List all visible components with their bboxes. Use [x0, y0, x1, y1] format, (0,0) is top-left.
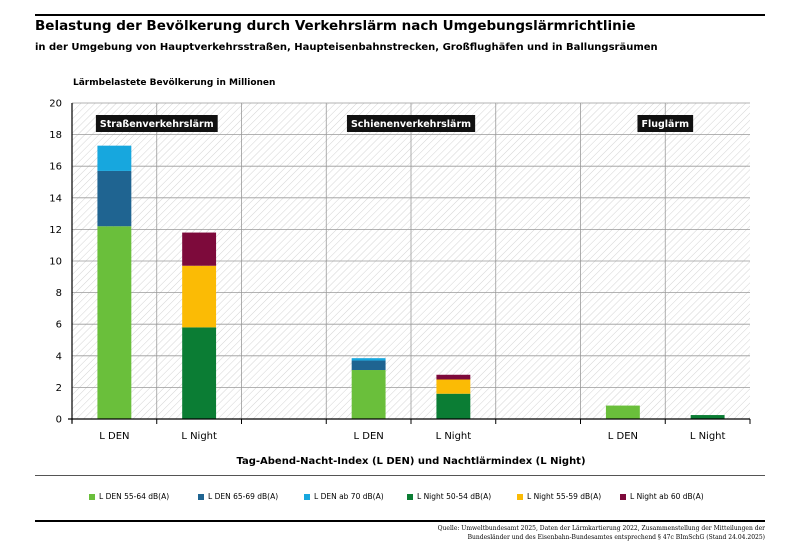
- legend-label: L Night 50-54 dB(A): [417, 492, 492, 501]
- bar-segment: [97, 145, 132, 171]
- legend-label: L DEN 65-69 dB(A): [208, 492, 279, 501]
- bar-segment: [351, 360, 386, 371]
- bar-segment: [182, 327, 217, 419]
- group-label-box: [637, 115, 694, 132]
- legend-rule: [35, 475, 765, 476]
- source-line-1: Quelle: Umweltbundesamt 2025, Daten der …: [437, 525, 765, 532]
- bar-segment: [182, 265, 217, 328]
- legend-label: L DEN ab 70 dB(A): [314, 492, 384, 501]
- y-tick-label: 2: [56, 383, 62, 394]
- chart-title: Belastung der Bevölkerung durch Verkehrs…: [35, 18, 636, 34]
- y-tick-label: 0: [56, 415, 62, 426]
- legend-label: L Night ab 60 dB(A): [630, 492, 704, 501]
- x-tick-label: L Night: [690, 431, 726, 442]
- y-tick-label: 16: [49, 162, 62, 173]
- bottom-rule: [35, 520, 765, 522]
- group-label-box: [95, 115, 218, 132]
- group-label-text: Schienenverkehrslärm: [351, 119, 471, 130]
- x-tick-label: L DEN: [354, 431, 384, 442]
- x-axis-label: Tag-Abend-Nacht-Index (L DEN) und Nachtl…: [236, 456, 585, 467]
- y-tick-label: 4: [56, 351, 62, 362]
- legend-item: L Night 55-59 dB(A): [517, 492, 601, 501]
- x-tick-label: L Night: [181, 431, 217, 442]
- bar-segment: [182, 232, 217, 266]
- y-axis-label: Lärmbelastete Bevölkerung in Millionen: [73, 78, 276, 88]
- legend: L DEN 55-64 dB(A) L DEN 65-69 dB(A) L DEN …: [35, 492, 765, 506]
- bar-segment: [97, 226, 132, 419]
- y-tick-label: 8: [56, 288, 62, 299]
- bar-segment: [605, 405, 640, 419]
- y-tick-label: 20: [49, 99, 62, 110]
- legend-item: L Night ab 60 dB(A): [620, 492, 704, 501]
- group-label: Fluglärm: [637, 115, 694, 132]
- group-label-text: Straßenverkehrslärm: [100, 119, 214, 130]
- bar-segment: [436, 374, 471, 380]
- legend-item: L DEN 65-69 dB(A): [198, 492, 278, 501]
- group-label-box: [346, 115, 476, 132]
- group-label: Schienenverkehrslärm: [346, 115, 476, 132]
- x-tick-label: L Night: [436, 431, 472, 442]
- bar-segment: [436, 379, 471, 394]
- x-tick-label: L DEN: [99, 431, 129, 442]
- y-tick-label: 12: [49, 225, 62, 236]
- legend-swatch: [517, 493, 523, 500]
- legend-swatch: [198, 493, 204, 500]
- bar-segment: [351, 370, 386, 419]
- y-tick-label: 10: [49, 257, 62, 268]
- y-tick-label: 6: [56, 320, 62, 331]
- legend-label: L Night 55-59 dB(A): [527, 492, 602, 501]
- chart-subtitle: in der Umgebung von Hauptverkehrsstraßen…: [35, 42, 658, 53]
- legend-item: L Night 50-54 dB(A): [407, 492, 491, 501]
- legend-swatch: [89, 493, 95, 500]
- y-tick-label: 18: [49, 130, 62, 141]
- source-note: Quelle: Umweltbundesamt 2025, Daten der …: [345, 524, 765, 542]
- group-label-text: Fluglärm: [641, 119, 689, 130]
- top-rule: [35, 14, 765, 16]
- bar-segment: [97, 170, 132, 227]
- legend-item: L DEN 55-64 dB(A): [89, 492, 169, 501]
- legend-swatch: [304, 493, 310, 500]
- bar-segment: [351, 358, 386, 361]
- legend-label: L DEN 55-64 dB(A): [99, 492, 170, 501]
- bar-segment: [690, 415, 725, 419]
- source-line-2: Bundesländer und des Eisenbahn-Bundesamt…: [467, 534, 765, 541]
- legend-swatch: [407, 493, 413, 500]
- group-label: Straßenverkehrslärm: [95, 115, 218, 132]
- legend-item: L DEN ab 70 dB(A): [304, 492, 384, 501]
- y-tick-label: 14: [49, 193, 62, 204]
- stacked-bar-chart: 0 2 4 6 8 10 12 14 16 18 20 L DEN L Night L DEN L Nigh…: [49, 99, 751, 467]
- x-tick-label: L DEN: [608, 431, 638, 442]
- legend-swatch: [620, 493, 626, 500]
- bar-segment: [436, 393, 471, 419]
